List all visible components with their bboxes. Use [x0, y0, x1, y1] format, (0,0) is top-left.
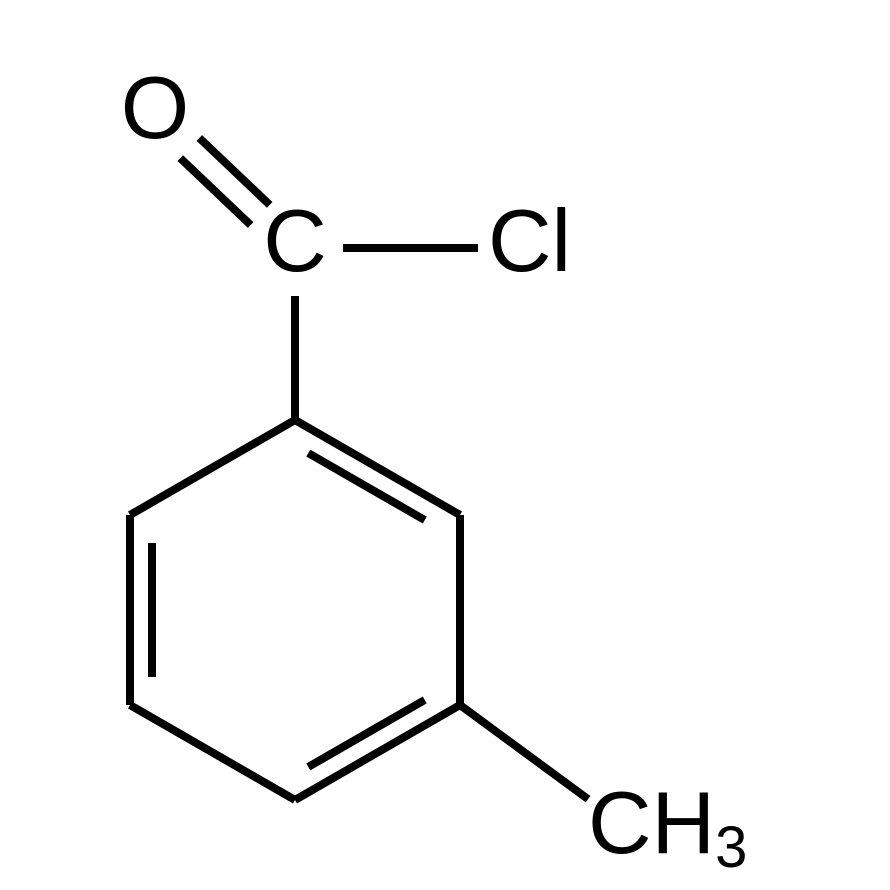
- bond-line: [199, 138, 269, 205]
- atom-label-ch3: CH3: [588, 773, 747, 880]
- bond-line: [130, 420, 295, 515]
- bond-line: [295, 705, 460, 800]
- bond-line: [460, 705, 588, 799]
- bond-line: [180, 158, 250, 225]
- atom-label-c: C: [263, 191, 327, 290]
- bond-line: [295, 420, 460, 515]
- chemical-structure-diagram: OC Cl CH3: [0, 0, 890, 890]
- atom-label-cl: Cl: [488, 191, 571, 290]
- bond-line: [130, 705, 295, 800]
- atom-label-o: O: [121, 58, 189, 157]
